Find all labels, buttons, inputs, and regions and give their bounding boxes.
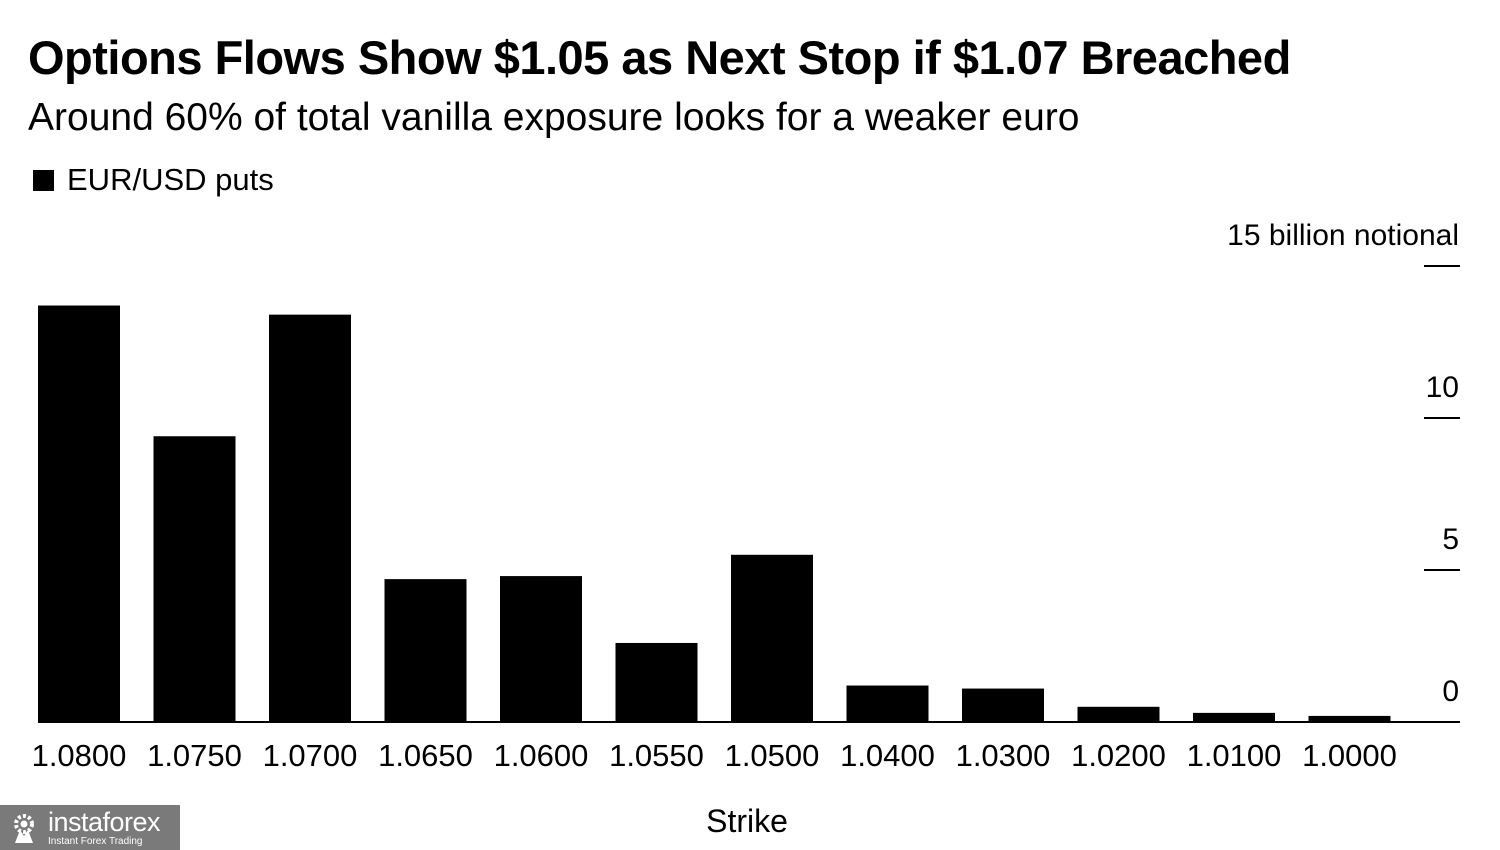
bar-1.0200: [1077, 706, 1160, 722]
legend-swatch: [33, 169, 54, 191]
chart-subtitle: Around 60% of total vanilla exposure loo…: [28, 96, 1080, 139]
bar-1.0750: [153, 436, 236, 722]
bars-group: [38, 305, 1391, 722]
x-tick-label: 1.0600: [494, 738, 589, 773]
legend: EUR/USD puts: [33, 162, 274, 198]
x-tick-label: 1.0700: [263, 738, 358, 773]
y-tick-label: 10: [1426, 371, 1459, 404]
x-tick-label: 1.0100: [1187, 738, 1282, 773]
x-axis-title: Strike: [706, 803, 788, 839]
x-tick-label: 1.0550: [609, 738, 704, 773]
instaforex-logo-icon: [14, 813, 34, 843]
watermark-brand: instaforex: [48, 806, 161, 837]
x-tick-label: 1.0200: [1071, 738, 1166, 773]
watermark-tagline: Instant Forex Trading: [48, 835, 143, 847]
x-tick-label: 1.0300: [956, 738, 1051, 773]
x-tick-label: 1.0400: [840, 738, 935, 773]
x-tick-label: 1.0650: [378, 738, 473, 773]
legend-label: EUR/USD puts: [67, 162, 274, 197]
x-tick-label: 1.0800: [32, 738, 127, 773]
x-axis: 1.0800 1.0750 1.0700 1.0650 1.0600 1.0550 1.05…: [32, 721, 1460, 773]
x-tick-label: 1.0500: [725, 738, 820, 773]
bar-1.0800: [38, 305, 120, 722]
bar-1.0500: [731, 554, 813, 722]
x-tick-label: 1.0000: [1302, 738, 1397, 773]
bar-1.0100: [1193, 712, 1275, 722]
bar-1.0650: [384, 579, 467, 722]
bar-1.0550: [615, 642, 698, 722]
bar-1.0700: [269, 314, 351, 722]
y-tick-label: 0: [1442, 675, 1459, 708]
bar-1.0000: [1308, 715, 1391, 722]
chart-title: Options Flows Show $1.05 as Next Stop if…: [28, 31, 1291, 84]
y-axis: 15 billion notional 10 5 0: [1227, 219, 1460, 708]
watermark: instaforex Instant Forex Trading: [0, 805, 180, 850]
bar-1.0400: [846, 685, 929, 722]
bar-1.0600: [500, 576, 582, 722]
bar-1.0300: [962, 688, 1044, 722]
y-tick-label: 15 billion notional: [1227, 219, 1459, 252]
y-tick-label: 5: [1442, 523, 1459, 556]
x-tick-label: 1.0750: [147, 738, 242, 773]
